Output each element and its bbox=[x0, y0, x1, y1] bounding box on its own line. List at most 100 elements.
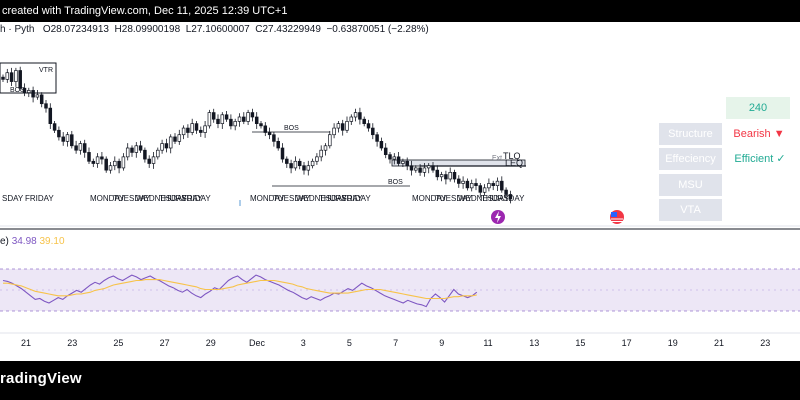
candle bbox=[457, 178, 461, 184]
candle bbox=[48, 107, 53, 124]
candle bbox=[465, 180, 470, 189]
candle bbox=[186, 127, 190, 133]
header-title: created with TradingView.com, Dec 11, 20… bbox=[2, 5, 288, 17]
candle bbox=[237, 116, 242, 122]
candle bbox=[190, 123, 194, 133]
candle bbox=[422, 167, 427, 173]
candle bbox=[65, 134, 70, 142]
panel-vta-label: VTA bbox=[680, 204, 701, 216]
weekday-label: FRIDAY bbox=[342, 194, 371, 203]
candle bbox=[276, 141, 280, 149]
panel-structure: Structure bbox=[659, 123, 722, 145]
weekday-label: FRIDAY bbox=[182, 194, 211, 203]
candle bbox=[439, 174, 444, 178]
x-tick-label: 29 bbox=[206, 338, 216, 348]
candle bbox=[353, 112, 358, 118]
candle bbox=[328, 134, 332, 147]
candle bbox=[151, 156, 156, 164]
candle bbox=[302, 165, 306, 171]
x-tick-label: 19 bbox=[668, 338, 678, 348]
candle bbox=[431, 165, 435, 171]
candle bbox=[39, 94, 44, 105]
candle bbox=[418, 167, 422, 173]
timeframe-value: 240 bbox=[748, 102, 768, 114]
candle bbox=[474, 183, 478, 186]
candle bbox=[5, 72, 10, 80]
panel-vta: VTA bbox=[659, 199, 722, 221]
candle bbox=[22, 87, 27, 93]
candle bbox=[61, 136, 65, 142]
candle bbox=[108, 165, 113, 171]
candle bbox=[177, 134, 182, 142]
panel-efficiency-label: Effeciency bbox=[665, 153, 716, 165]
rsi-ma-line bbox=[3, 279, 477, 300]
x-tick-label: 9 bbox=[439, 338, 444, 348]
candle bbox=[18, 70, 22, 89]
candle bbox=[233, 121, 237, 127]
weekday-label: THURSDAY bbox=[319, 194, 363, 203]
weekday-label: MONDAY bbox=[250, 194, 285, 203]
panel-efficiency: Effeciency bbox=[659, 148, 722, 170]
tlq-label: TLQ bbox=[503, 151, 521, 161]
candle bbox=[164, 143, 169, 149]
candle bbox=[121, 156, 126, 169]
candle bbox=[500, 180, 504, 191]
structure-value: Bearish ▼ bbox=[724, 123, 794, 145]
header-bar: created with TradingView.com, Dec 11, 20… bbox=[0, 0, 800, 22]
candle bbox=[259, 123, 263, 127]
bos-label-2: BOS bbox=[284, 125, 299, 132]
candle bbox=[220, 114, 225, 124]
candle bbox=[358, 112, 362, 120]
vtr-box bbox=[0, 62, 57, 94]
x-tick-label: 27 bbox=[160, 338, 170, 348]
weekday-label: MONDAY bbox=[90, 194, 125, 203]
bos-label-1: BOS bbox=[10, 87, 25, 94]
candle bbox=[349, 116, 354, 122]
candle bbox=[203, 125, 207, 133]
candle bbox=[336, 123, 341, 129]
candle bbox=[319, 149, 323, 158]
candle bbox=[444, 174, 448, 180]
candle bbox=[297, 160, 302, 167]
weekday-labels: SDAY FRIDAY MONDAYTUESDAYWEDNESDAYTHURSDAY… bbox=[2, 194, 525, 203]
candle bbox=[409, 165, 414, 171]
candle bbox=[207, 112, 212, 127]
candle bbox=[388, 154, 392, 160]
candle bbox=[147, 158, 151, 164]
x-tick-label: 25 bbox=[113, 338, 123, 348]
candle bbox=[14, 70, 18, 82]
candle bbox=[345, 121, 349, 131]
x-tick-label: 11 bbox=[483, 338, 492, 348]
open-value: O28.07234913 bbox=[42, 24, 109, 35]
candle bbox=[332, 127, 336, 136]
candle bbox=[134, 145, 139, 153]
candle bbox=[280, 147, 285, 160]
weekday-label: TUESDAY bbox=[435, 194, 473, 203]
candle bbox=[396, 156, 401, 164]
candle bbox=[95, 156, 100, 164]
candle bbox=[366, 123, 371, 129]
vtr-label: VTR bbox=[39, 67, 53, 74]
candle bbox=[113, 160, 117, 167]
candle bbox=[246, 112, 250, 122]
candle bbox=[130, 147, 134, 153]
candle bbox=[371, 127, 375, 136]
weekday-label: THURSDAY bbox=[481, 194, 525, 203]
candle bbox=[392, 156, 397, 160]
candle bbox=[181, 127, 186, 136]
candle bbox=[87, 152, 91, 162]
ext-label: Ext bbox=[492, 155, 502, 162]
x-tick-label: 23 bbox=[67, 338, 77, 348]
candle bbox=[117, 160, 121, 169]
panel-msu-label: MSU bbox=[678, 179, 703, 191]
candle bbox=[27, 90, 31, 93]
candle bbox=[435, 169, 440, 178]
candle bbox=[375, 134, 379, 142]
weekday-label: WEDNESDAY bbox=[296, 194, 348, 203]
weekday-label: WEDNESDAY bbox=[458, 194, 510, 203]
candle bbox=[452, 172, 457, 180]
candle bbox=[495, 180, 500, 186]
candle bbox=[293, 160, 298, 169]
x-tick-label: 17 bbox=[622, 338, 632, 348]
